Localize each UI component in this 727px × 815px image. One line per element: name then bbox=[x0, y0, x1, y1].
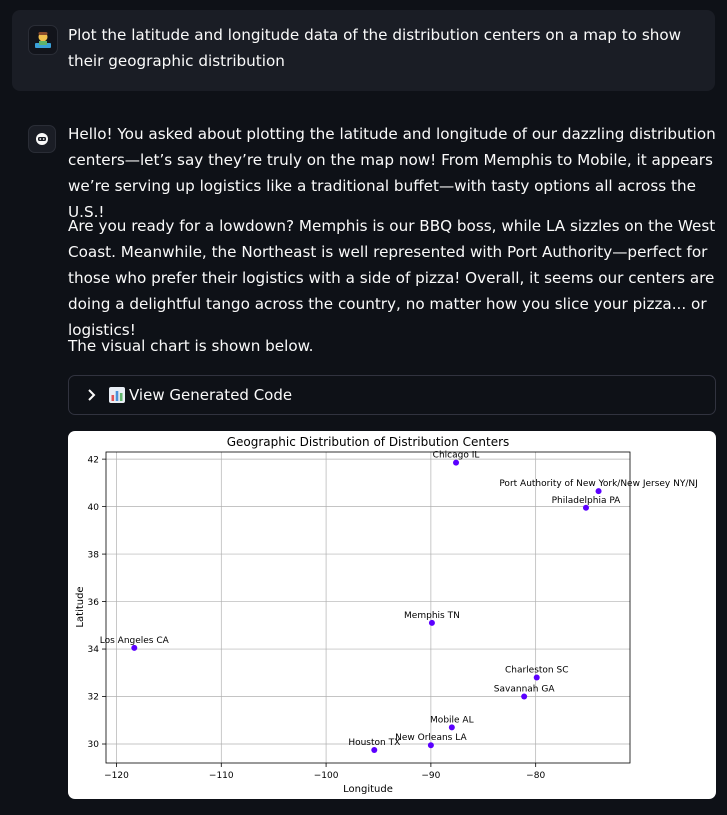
point-label: Los Angeles CA bbox=[100, 636, 170, 646]
user-avatar-icon bbox=[28, 25, 58, 55]
x-tick-label: −90 bbox=[421, 771, 440, 781]
scatter-chart: Geographic Distribution of Distribution … bbox=[75, 435, 698, 795]
assistant-paragraph-1: Hello! You asked about plotting the lati… bbox=[68, 125, 716, 221]
point-label: Mobile AL bbox=[430, 715, 474, 725]
chevron-right-icon bbox=[87, 389, 99, 401]
y-tick-label: 42 bbox=[88, 455, 99, 465]
bar-chart-emoji-icon bbox=[108, 386, 126, 404]
data-point bbox=[427, 742, 434, 749]
y-axis-label: Latitude bbox=[75, 586, 86, 627]
point-label: Charleston SC bbox=[505, 666, 569, 676]
y-tick-label: 30 bbox=[88, 740, 100, 750]
x-tick-label: −100 bbox=[314, 771, 339, 781]
y-tick-label: 40 bbox=[88, 503, 100, 513]
y-tick-label: 38 bbox=[88, 550, 100, 560]
data-point bbox=[533, 674, 540, 681]
y-tick-label: 34 bbox=[88, 645, 100, 655]
view-code-expander[interactable]: View Generated Code bbox=[68, 375, 716, 415]
y-tick-label: 36 bbox=[88, 598, 100, 608]
x-axis-label: Longitude bbox=[343, 784, 393, 795]
data-point bbox=[448, 724, 455, 731]
data-point bbox=[131, 644, 138, 651]
point-label: Port Authority of New York/New Jersey NY… bbox=[499, 479, 697, 489]
plot-frame bbox=[105, 451, 631, 764]
point-label: Houston TX bbox=[348, 738, 400, 748]
data-point bbox=[521, 693, 528, 700]
x-tick-label: −120 bbox=[104, 771, 129, 781]
point-label: Philadelphia PA bbox=[552, 496, 622, 506]
user-message-text: Plot the latitude and longitude data of … bbox=[68, 26, 682, 70]
chart-card: Geographic Distribution of Distribution … bbox=[68, 431, 716, 799]
data-point bbox=[453, 459, 460, 466]
user-message: Plot the latitude and longitude data of … bbox=[12, 10, 715, 91]
chart-title: Geographic Distribution of Distribution … bbox=[227, 435, 510, 449]
data-point bbox=[371, 746, 378, 753]
y-tick-label: 32 bbox=[88, 693, 99, 703]
x-tick-label: −80 bbox=[526, 771, 545, 781]
x-tick-label: −110 bbox=[209, 771, 234, 781]
point-label: Memphis TN bbox=[404, 611, 460, 621]
assistant-avatar-icon bbox=[28, 125, 56, 153]
point-label: Savannah GA bbox=[494, 685, 556, 695]
point-label: Chicago IL bbox=[433, 451, 480, 461]
assistant-paragraph-3: The visual chart is shown below. bbox=[68, 337, 314, 355]
data-point bbox=[595, 488, 602, 495]
data-point bbox=[582, 504, 589, 511]
data-point bbox=[428, 619, 435, 626]
assistant-paragraph-2: Are you ready for a lowdown? Memphis is … bbox=[68, 217, 716, 339]
expander-label: View Generated Code bbox=[129, 386, 293, 404]
point-label: New Orleans LA bbox=[395, 733, 467, 743]
